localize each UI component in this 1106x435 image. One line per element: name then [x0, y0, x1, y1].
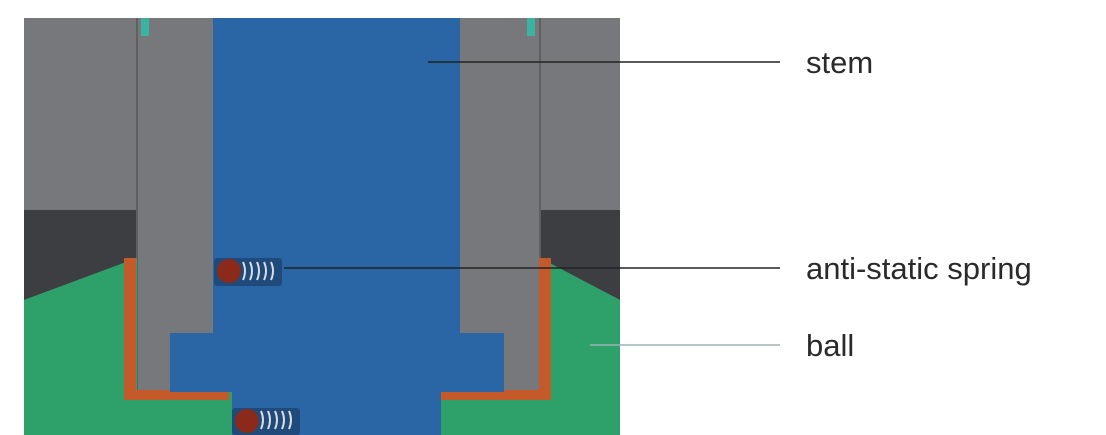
ball-label: ball: [806, 328, 854, 363]
anti-static-spring-label: anti-static spring: [806, 251, 1032, 286]
anti-static-spring-lower: [232, 408, 300, 435]
stem: [170, 18, 504, 435]
anti-static-spring-upper: [214, 258, 282, 286]
top-detail-right: [527, 18, 535, 36]
stem-label: stem: [806, 45, 873, 80]
top-detail-left: [141, 18, 149, 36]
